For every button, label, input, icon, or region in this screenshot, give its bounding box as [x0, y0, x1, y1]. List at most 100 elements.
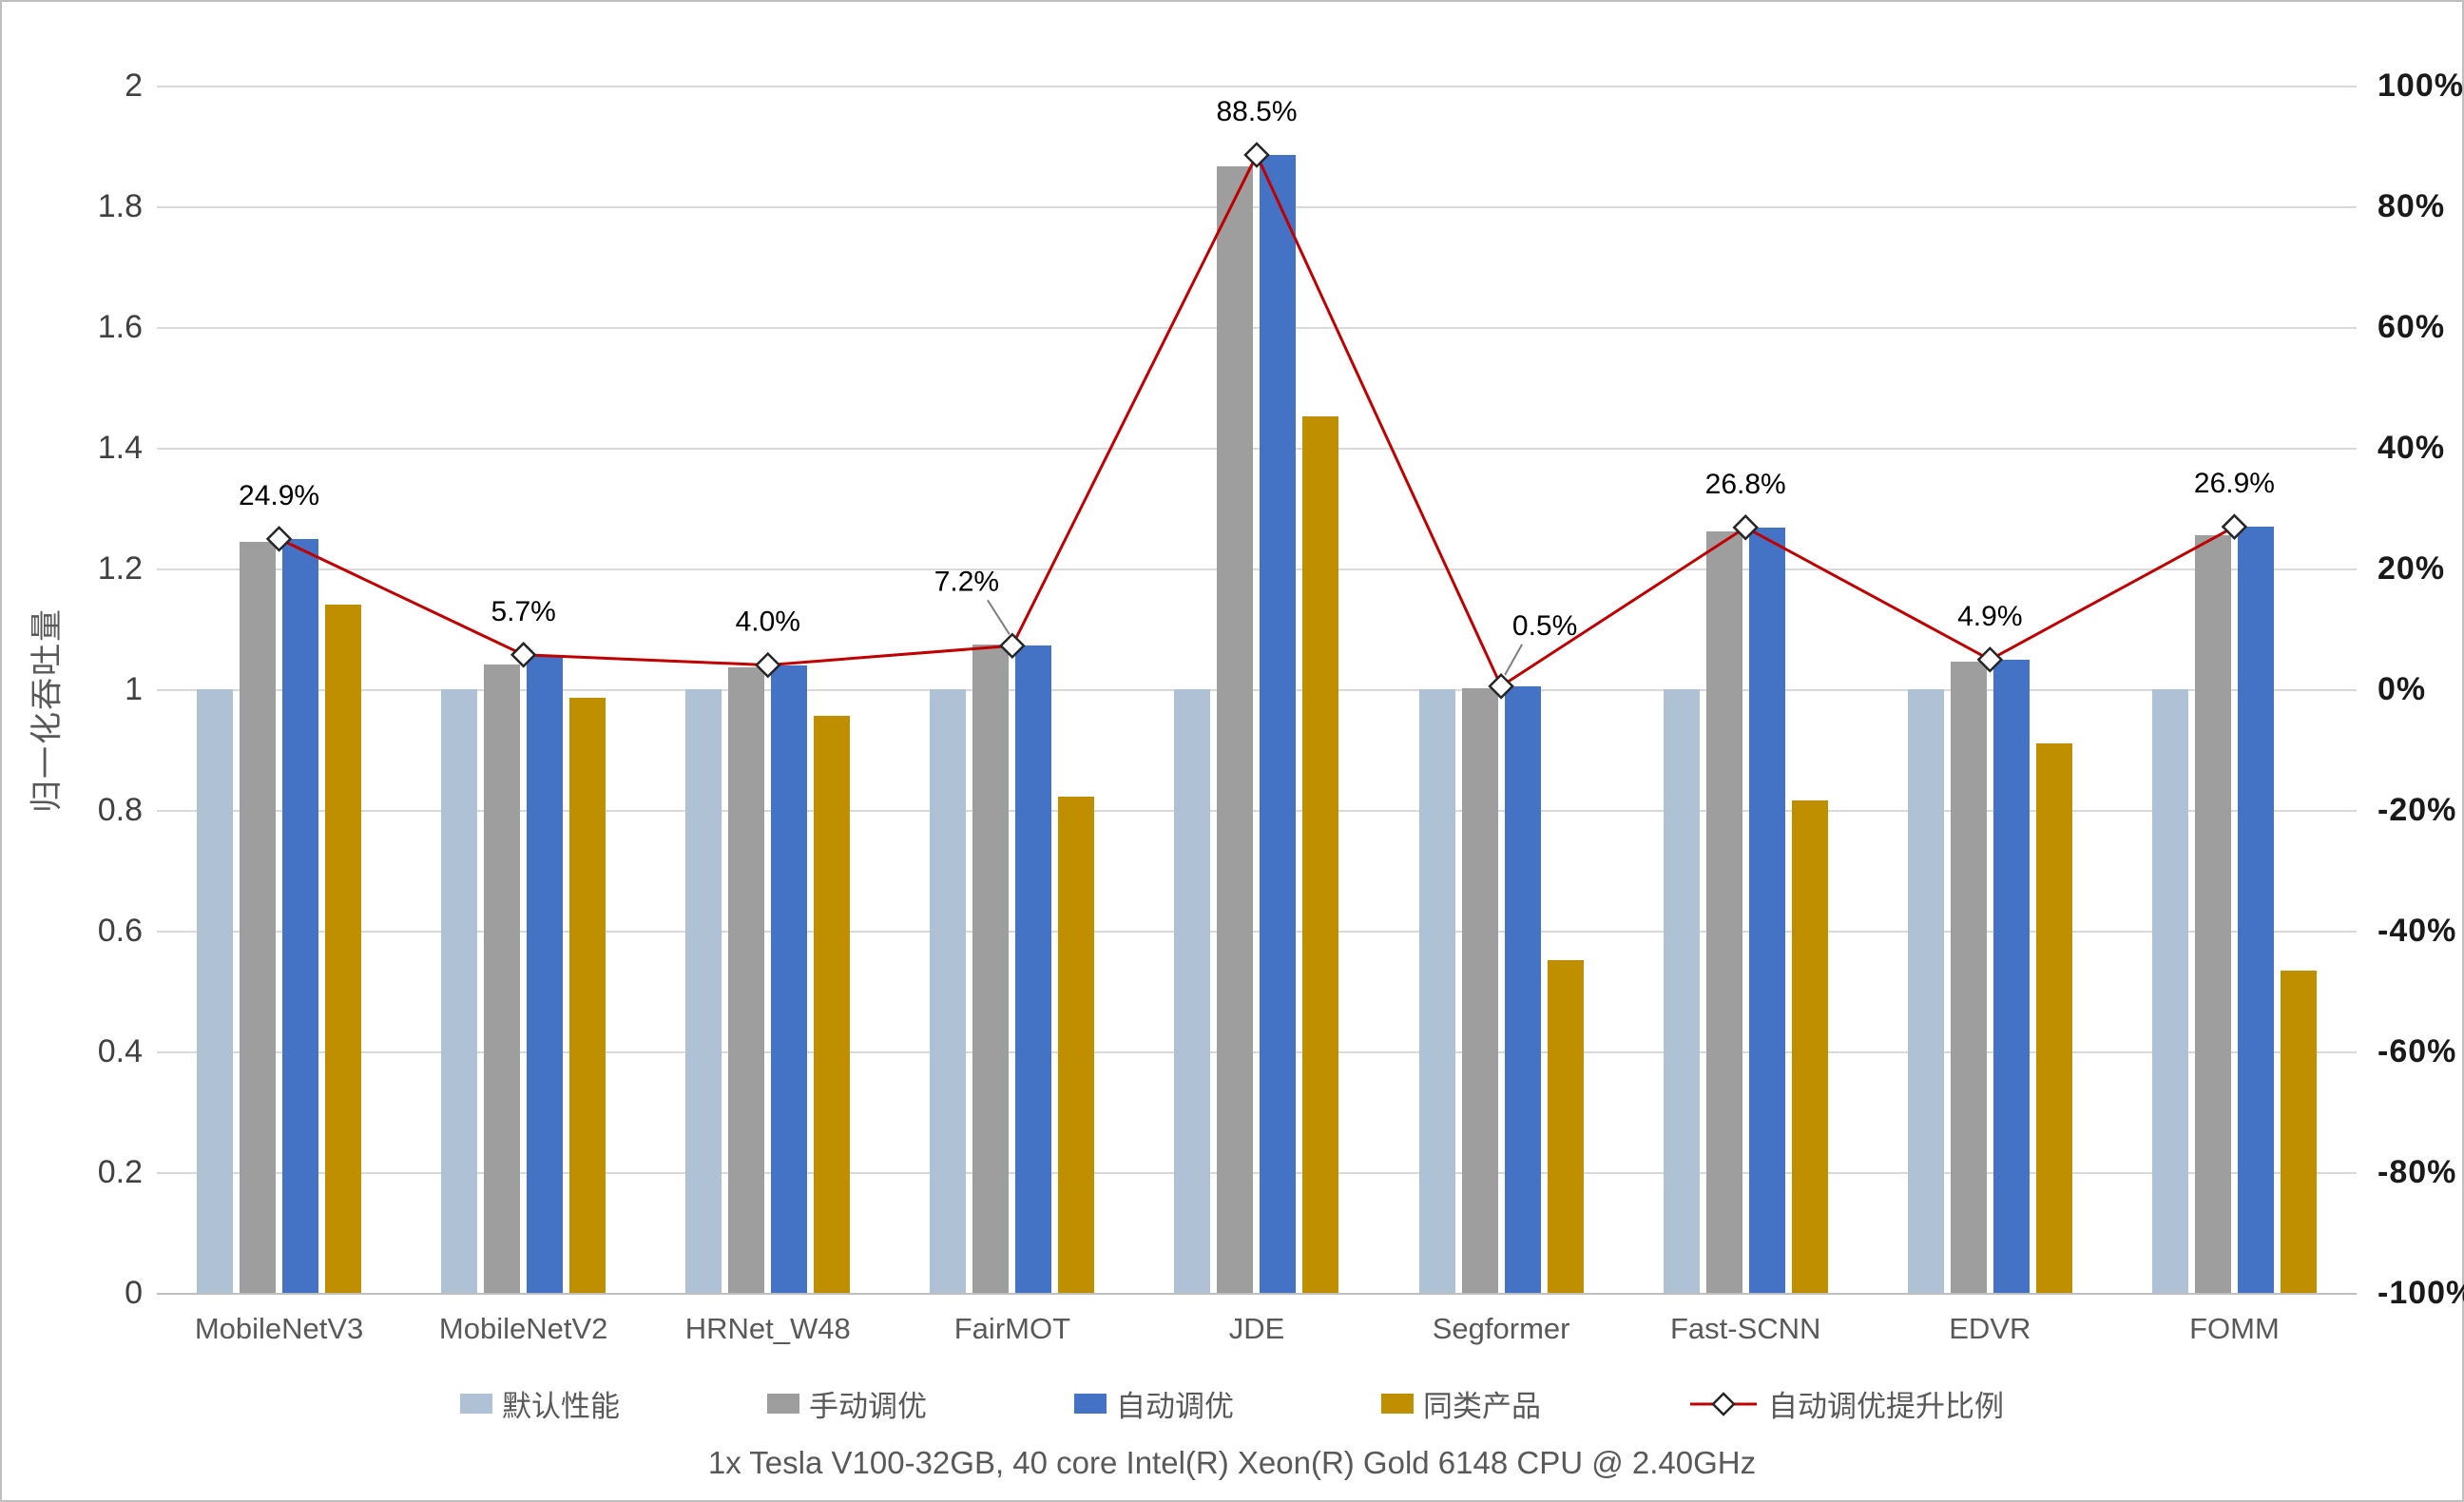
legend-swatch-manual-tuning-icon	[767, 1394, 799, 1414]
bar-manual-tuning	[484, 664, 521, 1293]
bar-competitor-product	[1791, 800, 1828, 1293]
bar-group-Segformer	[1379, 86, 1624, 1293]
bar-default-performance	[441, 689, 478, 1293]
line-data-label: 4.9%	[1957, 601, 2022, 632]
y-tick-label-right: -40%	[2377, 913, 2457, 949]
gridline	[157, 568, 2357, 570]
y-tick-label-left: 0.4	[97, 1033, 143, 1069]
bar-competitor-product	[1302, 415, 1339, 1293]
y-tick-label-right: 0%	[2377, 671, 2427, 707]
bar-manual-tuning	[1950, 661, 1987, 1293]
x-tick-label: Segformer	[1432, 1312, 1570, 1345]
bar-default-performance	[2151, 689, 2188, 1293]
line-data-label: 0.5%	[1512, 610, 1577, 642]
bar-competitor-product	[1547, 960, 1584, 1293]
gridline	[157, 689, 2357, 691]
bar-auto-tuning	[282, 538, 319, 1293]
y-tick-label-left: 0	[125, 1275, 143, 1311]
bar-group-FairMOT	[890, 86, 1134, 1293]
x-tick-label: JDE	[1228, 1312, 1285, 1345]
y-tick-label-right: 80%	[2377, 188, 2446, 224]
bar-group-MobileNetV2	[401, 86, 645, 1293]
gridline	[157, 1172, 2357, 1174]
bar-auto-tuning	[2237, 527, 2274, 1293]
y-tick-label-left: 1.2	[97, 550, 143, 587]
line-data-label: 4.0%	[736, 607, 800, 638]
gridline	[157, 810, 2357, 812]
x-tick-label: HRNet_W48	[684, 1312, 851, 1345]
y-tick-label-left: 0.8	[97, 792, 143, 828]
bar-manual-tuning	[728, 667, 765, 1293]
diamond-marker-icon	[1488, 673, 1514, 700]
diamond-marker-icon	[1976, 646, 2004, 673]
bar-default-performance	[930, 689, 967, 1293]
legend-swatch-competitor-product-icon	[1381, 1394, 1414, 1414]
y-tick-label-right: 20%	[2377, 550, 2446, 587]
x-tick-label: FairMOT	[953, 1312, 1071, 1345]
y-tick-label-right: -100%	[2377, 1275, 2464, 1311]
bar-manual-tuning	[2194, 535, 2231, 1293]
bar-auto-tuning	[527, 654, 564, 1293]
y-tick-label-left: 0.6	[97, 913, 143, 949]
y-tick-label-right: -60%	[2377, 1033, 2457, 1069]
x-axis-baseline	[157, 1293, 2357, 1295]
gridline	[157, 206, 2357, 208]
legend-swatch-default-performance-icon	[460, 1394, 492, 1414]
legend-label: 自动调优提升比例	[1768, 1390, 2004, 1423]
bar-group-EDVR	[1868, 86, 2112, 1293]
bar-competitor-product	[2280, 970, 2317, 1293]
y-tick-label-right: 60%	[2377, 309, 2446, 345]
line-data-label: 26.9%	[2194, 468, 2275, 499]
line-data-label: 5.7%	[491, 596, 555, 627]
bar-default-performance	[1663, 689, 1700, 1293]
line-data-label: 7.2%	[934, 566, 999, 597]
y-tick-label-left: 2	[125, 67, 143, 104]
diamond-marker-icon	[999, 632, 1026, 660]
bar-auto-tuning	[1504, 685, 1541, 1293]
diamond-marker-icon	[1243, 142, 1270, 168]
bar-auto-tuning	[1748, 527, 1785, 1293]
legend-label: 手动调优	[809, 1390, 927, 1423]
y-axis-left-ticks: 2 1.8 1.6 1.4 1.2 1 0.8 0.6 0.4 0.2 0	[2, 67, 143, 1311]
bar-groups-layer	[157, 86, 2357, 1293]
y-tick-label-right: -20%	[2377, 792, 2457, 828]
x-tick-label: FOMM	[2189, 1312, 2280, 1345]
bar-competitor-product	[814, 715, 851, 1293]
legend-item-competitor-product: 同类产品	[1381, 1382, 1541, 1425]
y-tick-label-left: 1.8	[97, 188, 143, 224]
bar-competitor-product	[1058, 797, 1095, 1293]
y-tick-label-left: 0.2	[97, 1154, 143, 1190]
bar-manual-tuning	[972, 645, 1010, 1293]
bar-competitor-product	[569, 697, 606, 1293]
y-tick-label-right: -80%	[2377, 1154, 2457, 1190]
y-tick-label-right: 100%	[2377, 67, 2464, 104]
bar-competitor-product	[325, 605, 362, 1293]
diamond-marker-icon	[510, 642, 537, 668]
chart-subtitle: 1x Tesla V100-32GB, 40 core Intel(R) Xeo…	[707, 1445, 1757, 1480]
x-tick-label: MobileNetV2	[438, 1312, 608, 1345]
bar-default-performance	[197, 689, 234, 1293]
legend-item-auto-tuning-improvement-ratio: 自动调优提升比例	[1688, 1382, 2004, 1425]
legend-label: 同类产品	[1423, 1390, 1541, 1423]
diamond-marker-icon	[1732, 514, 1759, 541]
line-data-label: 88.5%	[1216, 96, 1297, 127]
legend-item-auto-tuning: 自动调优	[1074, 1382, 1234, 1425]
bar-manual-tuning	[240, 542, 277, 1293]
bar-default-performance	[1174, 689, 1211, 1293]
bar-auto-tuning	[1260, 155, 1297, 1293]
data-label-leader-line	[1504, 644, 1523, 676]
bar-group-HRNet_W48	[645, 86, 890, 1293]
bar-manual-tuning	[1705, 530, 1742, 1293]
legend-item-default-performance: 默认性能	[460, 1382, 620, 1425]
improvement-ratio-line	[278, 151, 2236, 689]
x-tick-label: Fast-SCNN	[1669, 1312, 1821, 1345]
bar-auto-tuning	[1015, 645, 1052, 1293]
plot-area: 24.9% 5.7% 4.0% 7.2% 88.5% 0.5% 26.8% 4.9% 26.9%	[157, 86, 2357, 1295]
line-data-label: 26.8%	[1705, 469, 1786, 500]
bar-default-performance	[685, 689, 722, 1293]
legend: 默认性能 手动调优 自动调优 同类产品 自动调优提升比例	[2, 1382, 2462, 1425]
diamond-marker-icon	[755, 651, 781, 679]
y-tick-label-left: 1.6	[97, 309, 143, 345]
data-label-leader-line	[987, 599, 1011, 635]
bar-group-Fast-SCNN	[1624, 86, 1868, 1293]
